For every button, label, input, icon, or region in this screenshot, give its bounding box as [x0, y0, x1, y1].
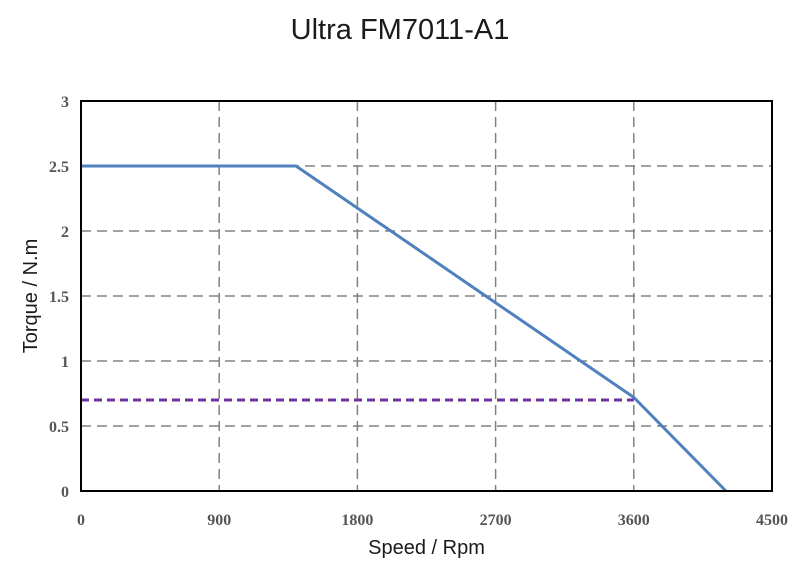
x-tick-label: 4500 — [756, 512, 788, 529]
y-tick-label: 1 — [61, 354, 69, 371]
y-axis-title: Torque / N.m — [20, 239, 42, 353]
x-tick-label: 900 — [207, 512, 231, 529]
x-tick-label: 1800 — [341, 512, 373, 529]
x-tick-labels: 0 900 1800 2700 3600 4500 — [77, 512, 788, 529]
y-tick-label: 0.5 — [49, 419, 69, 436]
chart-title: Ultra FM7011-A1 — [290, 14, 510, 46]
y-tick-label: 2 — [61, 224, 69, 241]
x-tick-label: 3600 — [618, 512, 650, 529]
y-tick-label: 2.5 — [49, 159, 69, 176]
plot-frame — [80, 100, 773, 492]
series-layer — [81, 164, 728, 493]
y-tick-labels: 0 0.5 1 1.5 2 2.5 3 — [49, 94, 69, 501]
y-tick-label: 1.5 — [49, 289, 69, 306]
y-tick-label: 3 — [61, 94, 69, 111]
y-tick-label: 0 — [61, 484, 69, 501]
x-tick-label: 0 — [77, 512, 85, 529]
x-axis-title: Speed / Rpm — [368, 537, 485, 559]
x-tick-label: 2700 — [480, 512, 512, 529]
series-line-1 — [81, 164, 728, 493]
